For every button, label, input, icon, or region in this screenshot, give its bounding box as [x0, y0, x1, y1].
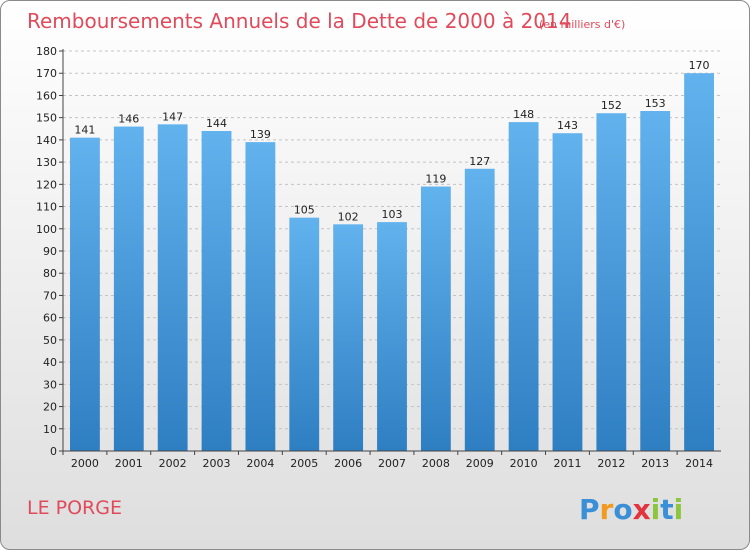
- x-tick-label: 2002: [159, 457, 187, 470]
- bar-2003: [201, 131, 232, 451]
- bar-2002: [157, 124, 188, 451]
- bar-2004: [245, 142, 276, 451]
- value-label: 144: [206, 117, 227, 130]
- bar-2007: [377, 222, 407, 451]
- value-label: 152: [601, 99, 622, 112]
- logo-letter: o: [613, 493, 632, 526]
- value-label: 105: [294, 204, 315, 217]
- value-label: 153: [645, 97, 666, 110]
- y-tick-label: 120: [36, 178, 57, 191]
- x-tick-label: 2001: [115, 457, 143, 470]
- logo-letter: r: [600, 493, 614, 526]
- logo-letter: P: [579, 493, 600, 526]
- y-tick-label: 50: [43, 334, 57, 347]
- commune-name: LE PORGE: [27, 497, 122, 519]
- value-label: 119: [425, 173, 446, 186]
- x-tick-label: 2009: [466, 457, 494, 470]
- y-tick-label: 30: [43, 378, 57, 391]
- value-label: 102: [338, 210, 359, 223]
- bar-2011: [552, 133, 583, 451]
- value-label: 147: [162, 110, 183, 123]
- y-tick-label: 180: [36, 45, 57, 58]
- bar-2012: [596, 113, 627, 451]
- bar-2008: [420, 186, 451, 452]
- y-tick-label: 0: [50, 445, 57, 458]
- y-tick-label: 150: [36, 112, 57, 125]
- x-tick-label: 2006: [334, 457, 362, 470]
- chart-subtitle: (en milliers d'€): [539, 18, 625, 31]
- value-label: 143: [557, 119, 578, 132]
- x-tick-label: 2014: [685, 457, 713, 470]
- value-label: 139: [250, 128, 271, 141]
- y-tick-label: 110: [36, 201, 57, 214]
- bars: 141 146 147 144 139 105 102 103 119 127 148 143 152 1…: [70, 59, 714, 452]
- chart-title: Remboursements Annuels de la Dette de 20…: [27, 9, 571, 33]
- logo-letter: i: [674, 493, 684, 526]
- y-tick-label: 80: [43, 267, 57, 280]
- logo-letter: i: [651, 493, 661, 526]
- x-tick-label: 2003: [203, 457, 231, 470]
- bar-2001: [113, 126, 144, 452]
- x-tick-label: 2007: [378, 457, 406, 470]
- bar-2005: [289, 217, 320, 451]
- y-tick-label: 60: [43, 312, 57, 325]
- axes: 0 10 20 30 40 50 60 70 80 90 100 110 120 130 140 150 160…: [36, 45, 721, 470]
- y-tick-label: 70: [43, 289, 57, 302]
- bar-2000: [70, 137, 100, 451]
- y-tick-label: 140: [36, 134, 57, 147]
- proxiti-logo: Proxiti: [579, 493, 683, 526]
- x-tick-label: 2004: [246, 457, 274, 470]
- logo-letter: x: [633, 493, 651, 526]
- x-tick-label: 2011: [553, 457, 581, 470]
- value-label: 127: [469, 155, 490, 168]
- x-tick-label: 2005: [290, 457, 318, 470]
- value-label: 103: [382, 208, 403, 221]
- x-tick-label: 2012: [597, 457, 625, 470]
- x-tick-label: 2010: [510, 457, 538, 470]
- x-tick-label: 2013: [641, 457, 669, 470]
- value-label: 148: [513, 108, 534, 121]
- y-tick-label: 10: [43, 423, 57, 436]
- bar-2010: [508, 122, 539, 451]
- y-tick-label: 90: [43, 245, 57, 258]
- value-label: 170: [689, 59, 710, 72]
- x-tick-label: 2000: [71, 457, 99, 470]
- y-tick-label: 160: [36, 89, 57, 102]
- value-label: 141: [74, 124, 95, 137]
- x-tick-label: 2008: [422, 457, 450, 470]
- bar-2009: [464, 168, 495, 451]
- bar-2006: [333, 224, 364, 451]
- y-tick-label: 170: [36, 67, 57, 80]
- bar-2013: [640, 111, 671, 451]
- logo-letter: t: [660, 493, 673, 526]
- y-tick-label: 100: [36, 223, 57, 236]
- y-tick-label: 40: [43, 356, 57, 369]
- value-label: 146: [118, 113, 139, 126]
- bar-2014: [684, 73, 714, 451]
- y-tick-label: 20: [43, 401, 57, 414]
- y-tick-label: 130: [36, 156, 57, 169]
